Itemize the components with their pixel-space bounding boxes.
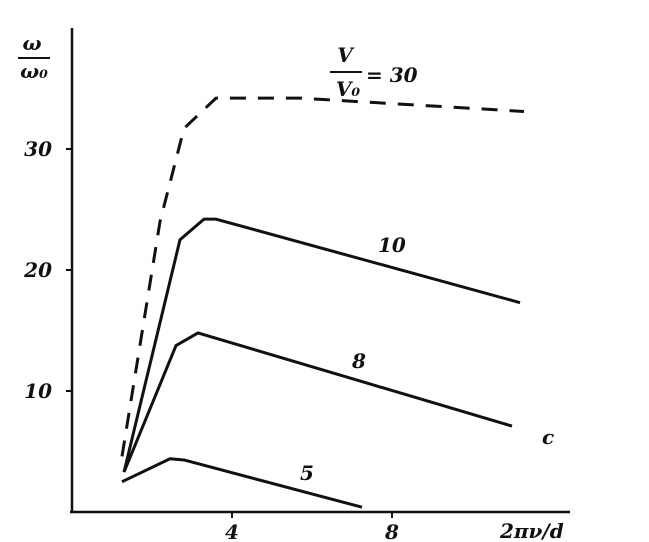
annotation-numerator: V: [337, 43, 355, 67]
annotation-denominator: V₀: [336, 77, 361, 101]
x-tick-label: 4: [225, 520, 239, 542]
series-line: [122, 331, 513, 473]
y-tick-label: 20: [23, 258, 52, 282]
series-line: [121, 457, 363, 509]
series-label: 5: [300, 461, 314, 485]
series-label: 8: [351, 349, 366, 373]
series-line: [120, 96, 525, 457]
series-label: = 30: [366, 63, 418, 87]
x-tick-label: 8: [384, 520, 399, 542]
y-label-numerator: ω: [22, 31, 41, 55]
series-label: 10: [378, 233, 406, 257]
corner-mark: c: [542, 425, 554, 449]
x-label: 2πν/d: [499, 519, 564, 542]
y-tick-label: 10: [24, 379, 52, 403]
series-line: [122, 217, 521, 473]
y-tick-label: 30: [24, 137, 52, 161]
y-label-denominator: ω₀: [20, 59, 48, 83]
